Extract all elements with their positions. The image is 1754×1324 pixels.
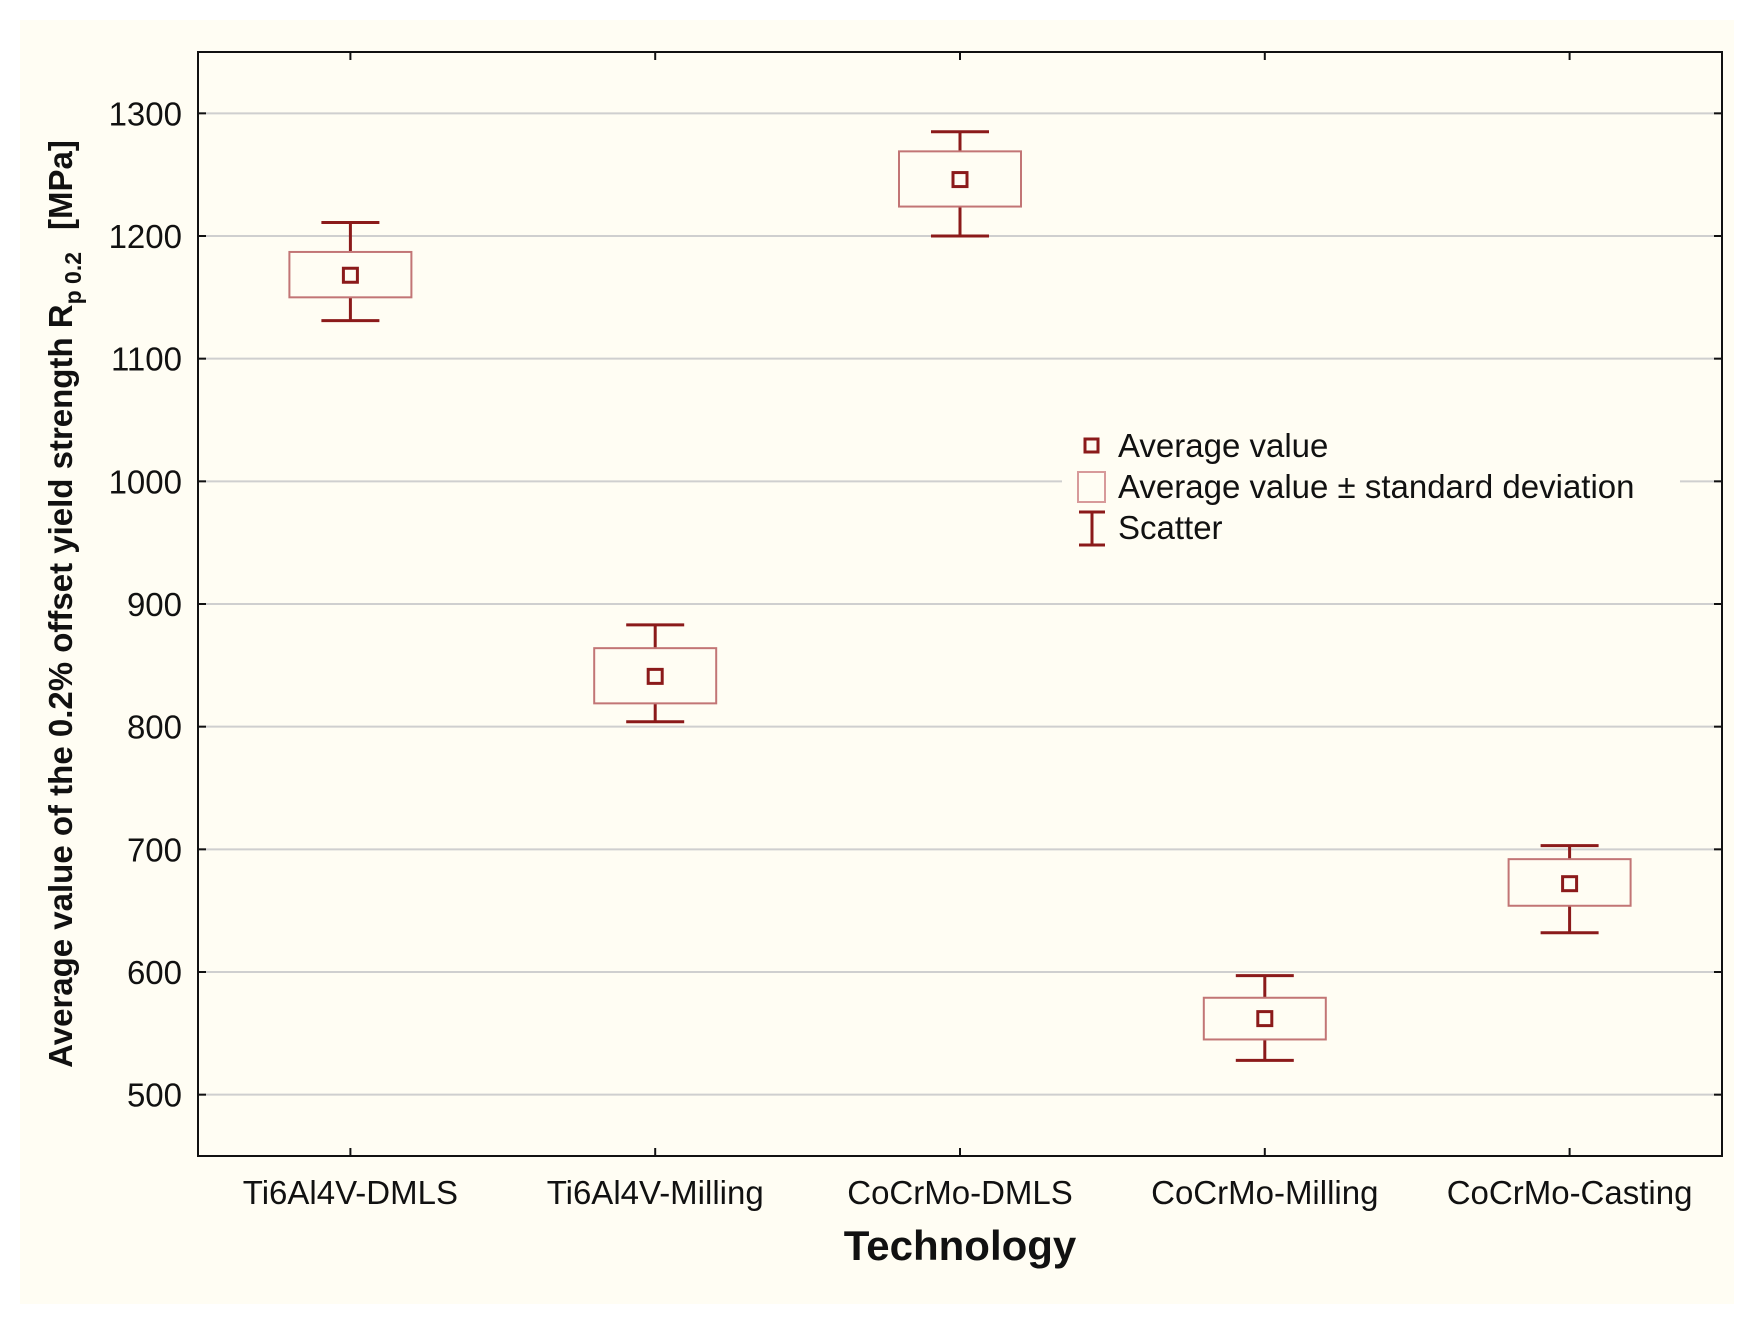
y-axis-title: Average value of the 0.2% offset yield s…	[42, 140, 86, 1068]
data-marks	[288, 130, 1632, 1062]
x-tick-label: Ti6Al4V-Milling	[547, 1174, 764, 1211]
mean-marker	[951, 171, 969, 189]
group-cocrmo-dmls	[898, 130, 1022, 238]
group-cocrmo-milling	[1202, 974, 1327, 1062]
y-tick-label: 600	[127, 954, 182, 991]
legend-box	[1062, 424, 1680, 556]
group-cocrmo-casting	[1507, 844, 1632, 935]
box-plot-chart: 500 600 700 800 900 1000 1100 1200 1300 Ti6Al4V-…	[42, 51, 1723, 1269]
mean-marker	[1256, 1010, 1274, 1028]
x-axis-title: Technology	[844, 1222, 1077, 1269]
x-tick-label: CoCrMo-Casting	[1447, 1174, 1693, 1211]
group-ti6al4v-dmls	[288, 221, 413, 323]
legend-scatter-marker	[1079, 510, 1105, 547]
gridlines	[198, 112, 1722, 1096]
x-tick-label: CoCrMo-Milling	[1151, 1174, 1378, 1211]
x-tick-label: CoCrMo-DMLS	[847, 1174, 1073, 1211]
x-tick-label: Ti6Al4V-DMLS	[243, 1174, 458, 1211]
y-axis-title-main: Average value of the 0.2% offset yield s…	[42, 304, 79, 1068]
figure-background: 500 600 700 800 900 1000 1100 1200 1300 Ti6Al4V-…	[20, 20, 1734, 1304]
mean-marker	[646, 667, 664, 685]
legend-entry-average: Average value	[1118, 427, 1328, 464]
y-tick-label: 800	[127, 709, 182, 746]
legend-sd-marker	[1077, 471, 1106, 503]
y-axis-title-unit: [MPa]	[42, 140, 79, 230]
mean-marker	[341, 266, 359, 284]
y-tick-label: 500	[127, 1077, 182, 1114]
y-tick-label: 1000	[109, 463, 182, 500]
y-tick-label: 900	[127, 586, 182, 623]
mean-marker	[1561, 875, 1579, 893]
legend-entry-scatter: Scatter	[1118, 509, 1223, 546]
y-axis-title-subscript: p 0.2	[60, 252, 86, 304]
x-axis-ticks: Ti6Al4V-DMLS Ti6Al4V-Milling CoCrMo-DMLS Co…	[243, 52, 1693, 1211]
y-tick-label: 1100	[111, 341, 182, 378]
group-ti6al4v-milling	[593, 623, 718, 724]
legend: Average value Average value ± standard d…	[1062, 424, 1680, 556]
y-tick-label: 1300	[109, 95, 182, 132]
y-tick-label: 1200	[109, 218, 182, 255]
y-tick-label: 700	[127, 831, 182, 868]
legend-mean-marker	[1083, 437, 1100, 454]
y-axis-ticks: 500 600 700 800 900 1000 1100 1200 1300	[109, 95, 1722, 1114]
legend-entry-sd: Average value ± standard deviation	[1118, 468, 1635, 505]
